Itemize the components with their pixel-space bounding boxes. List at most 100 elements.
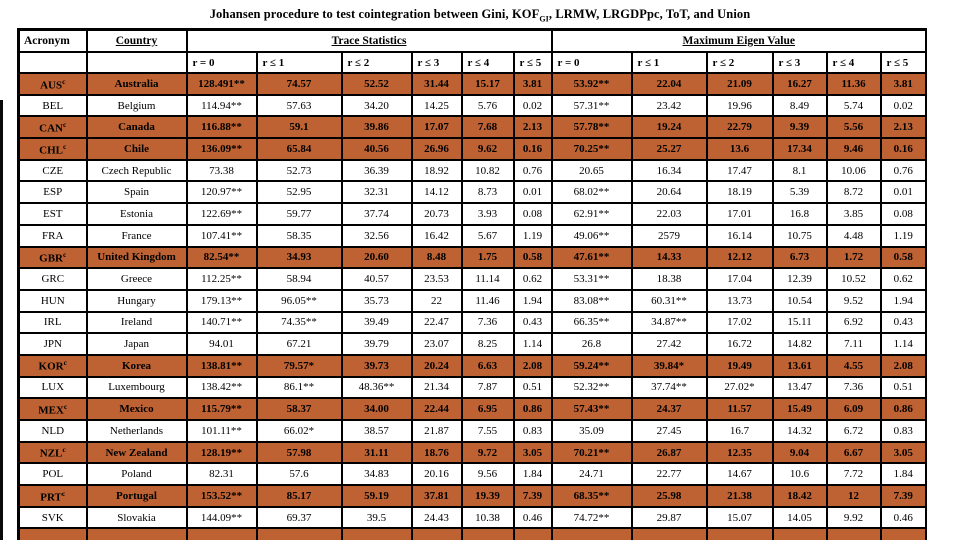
acronym-cell: MEXc bbox=[17, 397, 88, 421]
trace-cell: 21.87 bbox=[410, 419, 463, 443]
eigen-cell: 70.25** bbox=[550, 137, 633, 161]
trace-cell: 57.6 bbox=[255, 462, 343, 487]
trace-cell: 9.72 bbox=[460, 440, 515, 465]
country-cell: Australia bbox=[85, 72, 188, 96]
trace-cell: 18.76 bbox=[410, 440, 463, 465]
eigen-cell: 15.11 bbox=[771, 310, 828, 335]
table-row: CZE Czech Republic 73.38 52.73 36.39 18.92 10.… bbox=[17, 158, 927, 183]
table-row: GRC Greece 112.25** 58.94 40.57 23.53 11.14 0.6… bbox=[17, 267, 927, 291]
eigen-cell: 8.1 bbox=[771, 158, 828, 183]
country-cell: Portugal bbox=[85, 484, 188, 508]
header-trace-r4: r ≤ 4 bbox=[460, 51, 515, 74]
acronym-cell: BEL bbox=[17, 93, 88, 118]
header-eigen-r3: r ≤ 3 bbox=[771, 51, 828, 74]
partial-cell bbox=[185, 527, 258, 540]
eigen-cell: 7.11 bbox=[825, 332, 882, 356]
partial-cell bbox=[630, 527, 708, 540]
trace-cell: 23.53 bbox=[410, 267, 463, 291]
trace-cell: 7.55 bbox=[460, 419, 515, 443]
acronym-superscript: c bbox=[63, 141, 67, 151]
title-text-before: Johansen procedure to test cointegration… bbox=[209, 7, 540, 21]
acronym-cell: CHLc bbox=[17, 137, 88, 161]
eigen-cell: 29.87 bbox=[630, 505, 708, 530]
eigen-cell: 14.67 bbox=[705, 462, 774, 487]
eigen-cell: 16.8 bbox=[771, 202, 828, 226]
eigen-cell: 1.72 bbox=[825, 245, 882, 270]
trace-cell: 114.94** bbox=[185, 93, 258, 118]
eigen-cell: 20.65 bbox=[550, 158, 633, 183]
country-cell: Greece bbox=[85, 267, 188, 291]
eigen-cell: 5.39 bbox=[771, 180, 828, 205]
partial-cell bbox=[771, 527, 828, 540]
trace-cell: 10.38 bbox=[460, 505, 515, 530]
country-cell: Korea bbox=[85, 353, 188, 378]
eigen-cell: 1.94 bbox=[879, 288, 927, 313]
eigen-cell: 70.21** bbox=[550, 440, 633, 465]
trace-cell: 40.57 bbox=[340, 267, 413, 291]
trace-cell: 3.93 bbox=[460, 202, 515, 226]
acronym-superscript: c bbox=[62, 76, 66, 86]
trace-cell: 20.24 bbox=[410, 353, 463, 378]
trace-cell: 122.69** bbox=[185, 202, 258, 226]
eigen-cell: 23.42 bbox=[630, 93, 708, 118]
country-cell: New Zealand bbox=[85, 440, 188, 465]
eigen-cell: 0.83 bbox=[879, 419, 927, 443]
trace-cell: 26.96 bbox=[410, 137, 463, 161]
trace-cell: 35.73 bbox=[340, 288, 413, 313]
trace-cell: 32.31 bbox=[340, 180, 413, 205]
trace-cell: 0.62 bbox=[512, 267, 553, 291]
eigen-cell: 49.06** bbox=[550, 223, 633, 248]
acronym-cell: NZLc bbox=[17, 440, 88, 465]
eigen-cell: 47.61** bbox=[550, 245, 633, 270]
eigen-cell: 9.52 bbox=[825, 288, 882, 313]
eigen-cell: 16.27 bbox=[771, 72, 828, 96]
header-eigen-r0: r = 0 bbox=[550, 51, 633, 74]
trace-cell: 0.08 bbox=[512, 202, 553, 226]
eigen-cell: 19.24 bbox=[630, 115, 708, 140]
table-row: ESP Spain 120.97** 52.95 32.31 14.12 8.73 0.01 6… bbox=[17, 180, 927, 205]
acronym-cell: NLD bbox=[17, 419, 88, 443]
acronym-cell: FRA bbox=[17, 223, 88, 248]
acronym-cell: ESP bbox=[17, 180, 88, 205]
trace-cell: 116.88** bbox=[185, 115, 258, 140]
eigen-cell: 0.76 bbox=[879, 158, 927, 183]
trace-cell: 9.56 bbox=[460, 462, 515, 487]
country-cell: Ireland bbox=[85, 310, 188, 335]
acronym-cell: JPN bbox=[17, 332, 88, 356]
eigen-cell: 0.01 bbox=[879, 180, 927, 205]
eigen-cell: 39.84* bbox=[630, 353, 708, 378]
eigen-cell: 9.39 bbox=[771, 115, 828, 140]
eigen-cell: 13.6 bbox=[705, 137, 774, 161]
table-row: BEL Belgium 114.94** 57.63 34.20 14.25 5.76 0.0… bbox=[17, 93, 927, 118]
eigen-cell: 74.72** bbox=[550, 505, 633, 530]
trace-cell: 39.79 bbox=[340, 332, 413, 356]
acronym-cell: PRTc bbox=[17, 484, 88, 508]
eigen-cell: 24.71 bbox=[550, 462, 633, 487]
acronym-superscript: c bbox=[63, 358, 67, 368]
trace-cell: 0.86 bbox=[512, 397, 553, 421]
eigen-cell: 11.36 bbox=[825, 72, 882, 96]
country-cell: Luxembourg bbox=[85, 375, 188, 400]
eigen-cell: 0.62 bbox=[879, 267, 927, 291]
trace-cell: 32.56 bbox=[340, 223, 413, 248]
trace-cell: 59.77 bbox=[255, 202, 343, 226]
trace-cell: 2.13 bbox=[512, 115, 553, 140]
header-eigen-r5: r ≤ 5 bbox=[879, 51, 927, 74]
acronym-cell: HUN bbox=[17, 288, 88, 313]
partial-cell bbox=[17, 527, 88, 540]
table-body: AUSc Australia 128.491** 74.57 52.52 31.44 15.… bbox=[17, 72, 927, 540]
eigen-cell: 16.14 bbox=[705, 223, 774, 248]
trace-cell: 128.491** bbox=[185, 72, 258, 96]
partial-cell bbox=[255, 527, 343, 540]
eigen-cell: 7.72 bbox=[825, 462, 882, 487]
trace-cell: 40.56 bbox=[340, 137, 413, 161]
trace-cell: 73.38 bbox=[185, 158, 258, 183]
table-row: LUX Luxembourg 138.42** 86.1** 48.36** 21.34 7… bbox=[17, 375, 927, 400]
trace-cell: 0.46 bbox=[512, 505, 553, 530]
acronym-cell: KORc bbox=[17, 353, 88, 378]
eigen-cell: 57.31** bbox=[550, 93, 633, 118]
eigen-cell: 12 bbox=[825, 484, 882, 508]
country-cell: France bbox=[85, 223, 188, 248]
eigen-cell: 1.14 bbox=[879, 332, 927, 356]
